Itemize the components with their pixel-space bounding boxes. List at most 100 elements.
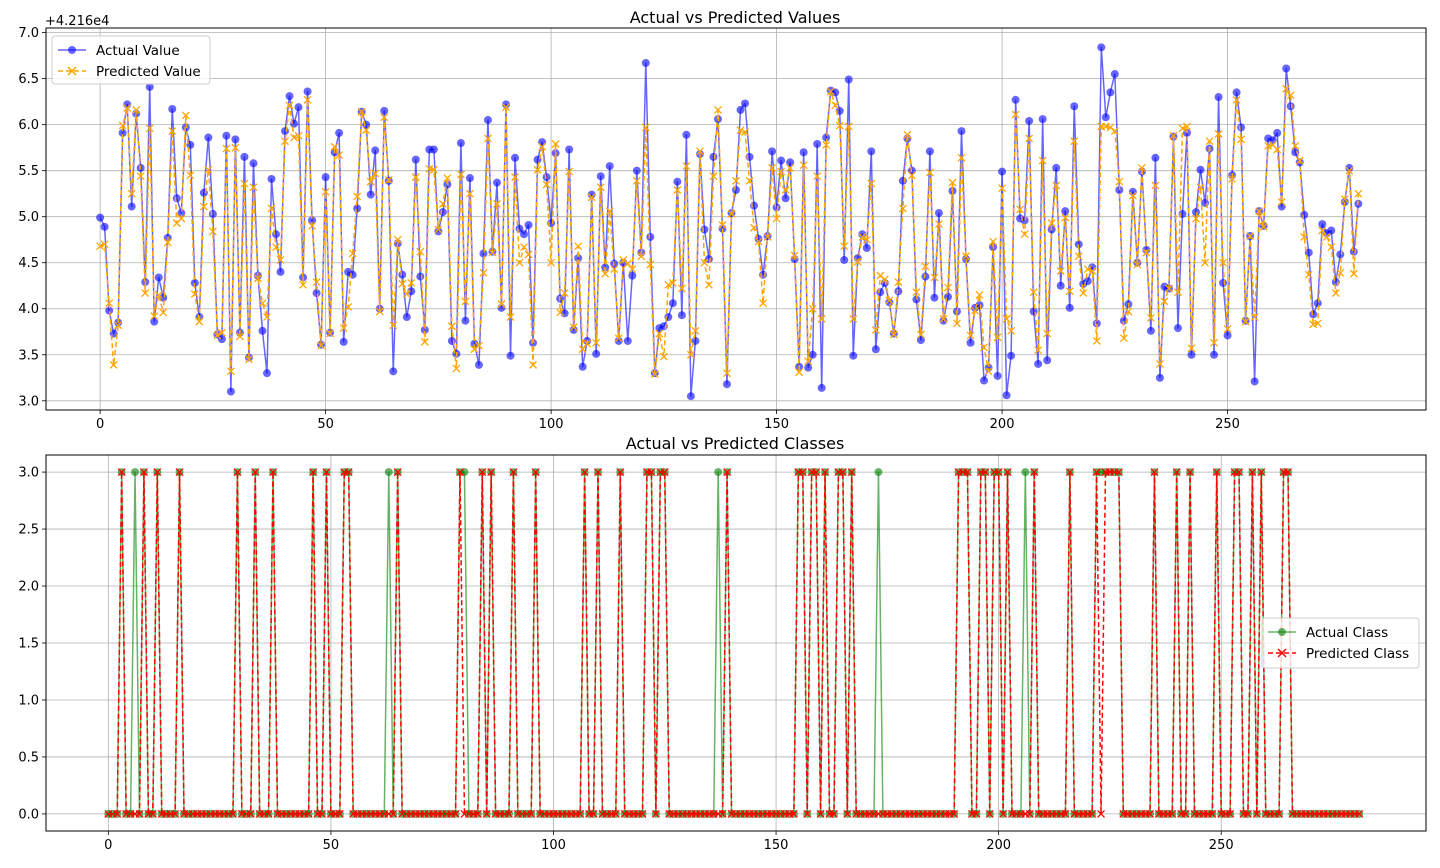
data-point [398,279,407,288]
data-point [777,167,786,176]
data-point [393,468,402,477]
data-point [1241,317,1250,326]
y-tick-label: 3.0 [18,466,39,481]
data-point [1187,350,1196,359]
data-point [208,227,217,236]
data-point [998,184,1007,193]
data-point [745,176,754,185]
data-point [838,468,847,477]
data-point [709,172,718,181]
data-point [362,126,371,135]
data-point [980,343,988,352]
data-point [844,122,853,131]
data-point [1061,809,1070,818]
data-point [1349,269,1358,278]
data-point [204,165,213,174]
data-point [632,176,641,185]
data-point [527,809,536,818]
data-point [1128,191,1137,200]
data-point [569,323,578,332]
data-point [213,331,222,340]
data-point [1016,205,1025,214]
data-point [673,186,682,194]
data-point [808,350,817,359]
data-point [1300,232,1309,241]
data-point [972,809,981,818]
data-point [483,116,492,125]
x-tick-label: 50 [317,417,334,432]
y-tick-label: 4.0 [18,302,39,317]
data-point [1282,84,1291,93]
data-point [993,371,1002,380]
data-point [754,237,763,246]
data-point [605,207,614,216]
data-point [1318,226,1327,235]
data-point [434,227,443,236]
data-point [172,194,181,203]
data-point [874,468,883,477]
data-point [447,336,456,345]
data-point [1282,64,1291,73]
x-tick-label: 250 [1209,838,1234,853]
data-point [150,317,159,326]
data-point [560,289,569,298]
data-point [1232,88,1241,97]
data-point [880,275,889,284]
data-point [781,194,790,203]
data-point [312,278,321,287]
data-point [1327,226,1336,235]
data-point [389,367,398,376]
data-point [1047,219,1056,228]
data-point [966,338,975,347]
data-point [668,279,677,287]
data-point [831,101,840,110]
data-point [994,468,1003,477]
data-point [934,220,943,229]
data-point [398,270,407,279]
data-point [655,329,664,338]
data-point [114,321,123,330]
data-point [478,468,487,477]
data-point [939,314,948,323]
data-point [981,468,990,477]
data-point [1092,468,1101,477]
data-point [1181,809,1190,818]
data-point [718,809,727,818]
data-point [375,307,384,316]
data-point [1025,116,1034,125]
data-point [509,468,518,477]
x-tick-label: 0 [96,417,104,432]
data-point [1214,93,1223,102]
data-point [843,809,852,818]
data-point [482,809,491,818]
data-point [957,153,966,162]
data-point [1088,809,1097,818]
data-point [1110,127,1119,136]
data-point [849,314,858,323]
data-point [353,192,362,201]
data-point [605,162,614,171]
data-point [285,101,294,110]
data-point [1088,267,1097,275]
y-tick-label: 3.5 [18,348,39,363]
data-point [907,171,916,180]
data-point [647,468,656,477]
data-point [686,350,695,359]
data-point [321,187,330,196]
x-tick-label: 100 [539,417,564,432]
data-point [781,186,790,194]
data-point [610,265,619,274]
data-point [614,336,623,345]
data-point [934,209,943,218]
data-point [1146,313,1155,322]
data-point [357,107,366,116]
data-point [1133,260,1142,269]
data-point [294,103,303,112]
data-point [628,271,637,280]
data-point [1212,468,1221,477]
legend: Actual Class Predicted Class [1261,617,1420,669]
data-point [1011,110,1020,119]
data-point [339,337,348,346]
data-point [898,176,907,185]
data-point [326,329,335,338]
